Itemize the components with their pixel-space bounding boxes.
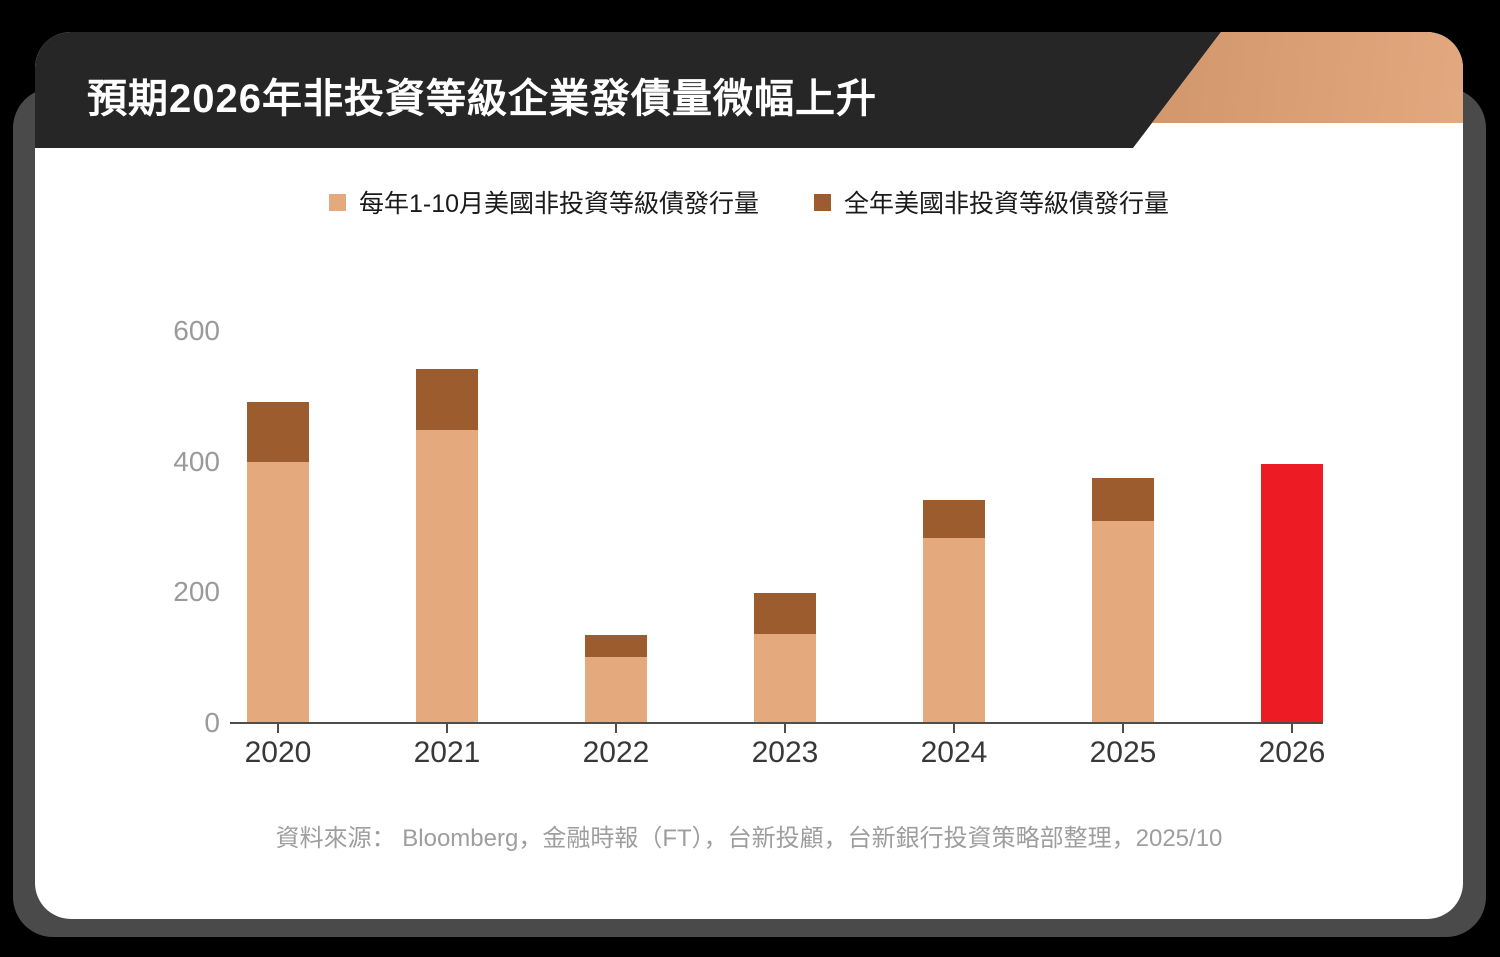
bar-2025-jan-oct: [1092, 521, 1154, 722]
bar-2024-jan-oct: [923, 538, 985, 722]
x-axis-line: [230, 722, 1323, 724]
source-note: 資料來源： Bloomberg，金融時報（FT），台新投顧，台新銀行投資策略部整…: [275, 825, 1223, 852]
legend-swatch-icon: [328, 193, 346, 211]
x-label-2021: 2021: [413, 736, 481, 769]
bar-2022-jan-oct: [585, 657, 647, 722]
bar-2022-full-year-cap: [585, 635, 647, 657]
bar-2020-full-year-cap: [247, 402, 309, 462]
legend-swatch-icon: [814, 193, 832, 211]
bar-2026-forecast: [1261, 464, 1323, 722]
main-card: 預期2026年非投資等級企業發債量微幅上升 每年1-10月美國非投資等級債發行量…: [35, 32, 1463, 919]
x-tick-2022: [615, 724, 617, 733]
legend: 每年1-10月美國非投資等級債發行量 全年美國非投資等級債發行量: [35, 184, 1463, 220]
x-label-2023: 2023: [751, 736, 819, 769]
legend-item-1: 全年美國非投資等級債發行量: [814, 184, 1169, 220]
bar-chart: 0 200 400 600 2020 2021 2022 2023 2024 2025 2026: [35, 32, 1463, 919]
legend-label: 每年1-10月美國非投資等級債發行量: [358, 190, 760, 218]
x-label-2020: 2020: [244, 736, 312, 769]
x-tick-2026: [1291, 724, 1293, 733]
y-tick-label-600: 600: [173, 315, 220, 347]
bar-2021-full-year-cap: [416, 369, 478, 430]
x-label-2022: 2022: [582, 736, 650, 769]
x-label-2025: 2025: [1089, 736, 1157, 769]
x-tick-2021: [446, 724, 448, 733]
x-tick-2023: [784, 724, 786, 733]
header-band: 預期2026年非投資等級企業發債量微幅上升: [35, 32, 1221, 148]
y-tick-label-200: 200: [173, 576, 220, 608]
bar-2023-jan-oct: [754, 634, 816, 722]
bar-2023-full-year-cap: [754, 593, 816, 634]
x-label-2024: 2024: [920, 736, 988, 769]
x-tick-2024: [953, 724, 955, 733]
bar-2021-jan-oct: [416, 430, 478, 722]
page-title: 預期2026年非投資等級企業發債量微幅上升: [87, 77, 877, 121]
y-tick-label-400: 400: [173, 445, 220, 477]
bar-2025-full-year-cap: [1092, 478, 1154, 521]
x-tick-2020: [277, 724, 279, 733]
legend-label: 全年美國非投資等級債發行量: [844, 190, 1170, 218]
bar-2024-full-year-cap: [923, 500, 985, 538]
legend-item-0: 每年1-10月美國非投資等級債發行量: [328, 184, 760, 220]
x-label-2026: 2026: [1258, 736, 1326, 769]
bar-2020-jan-oct: [247, 462, 309, 722]
x-tick-2025: [1122, 724, 1124, 733]
y-tick-label-0: 0: [204, 707, 220, 738]
